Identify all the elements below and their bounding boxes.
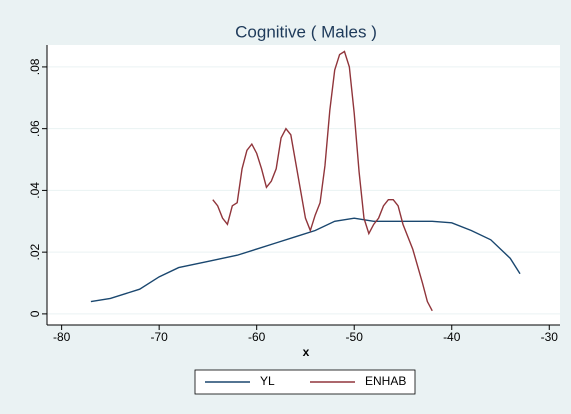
y-tick-label: .08 [28, 58, 42, 75]
x-tick-label: -80 [53, 330, 71, 344]
plot-area [47, 45, 560, 325]
line-series [212, 50, 433, 312]
x-tick-label: -70 [150, 330, 168, 344]
line-series [90, 217, 521, 303]
x-tick-label: -50 [346, 330, 364, 344]
x-tick-label: -40 [443, 330, 461, 344]
y-tick-label: 0 [28, 310, 42, 317]
legend-label: ENHAB [365, 374, 406, 388]
chart-title: Cognitive ( Males ) [235, 22, 377, 41]
x-axis-title: x [303, 345, 310, 359]
y-tick-label: .04 [28, 182, 42, 199]
x-tick-label: -60 [248, 330, 266, 344]
x-tick-label: -30 [541, 330, 559, 344]
legend-label: YL [260, 374, 275, 388]
y-tick-label: .06 [28, 120, 42, 137]
y-tick-label: .02 [28, 243, 42, 260]
